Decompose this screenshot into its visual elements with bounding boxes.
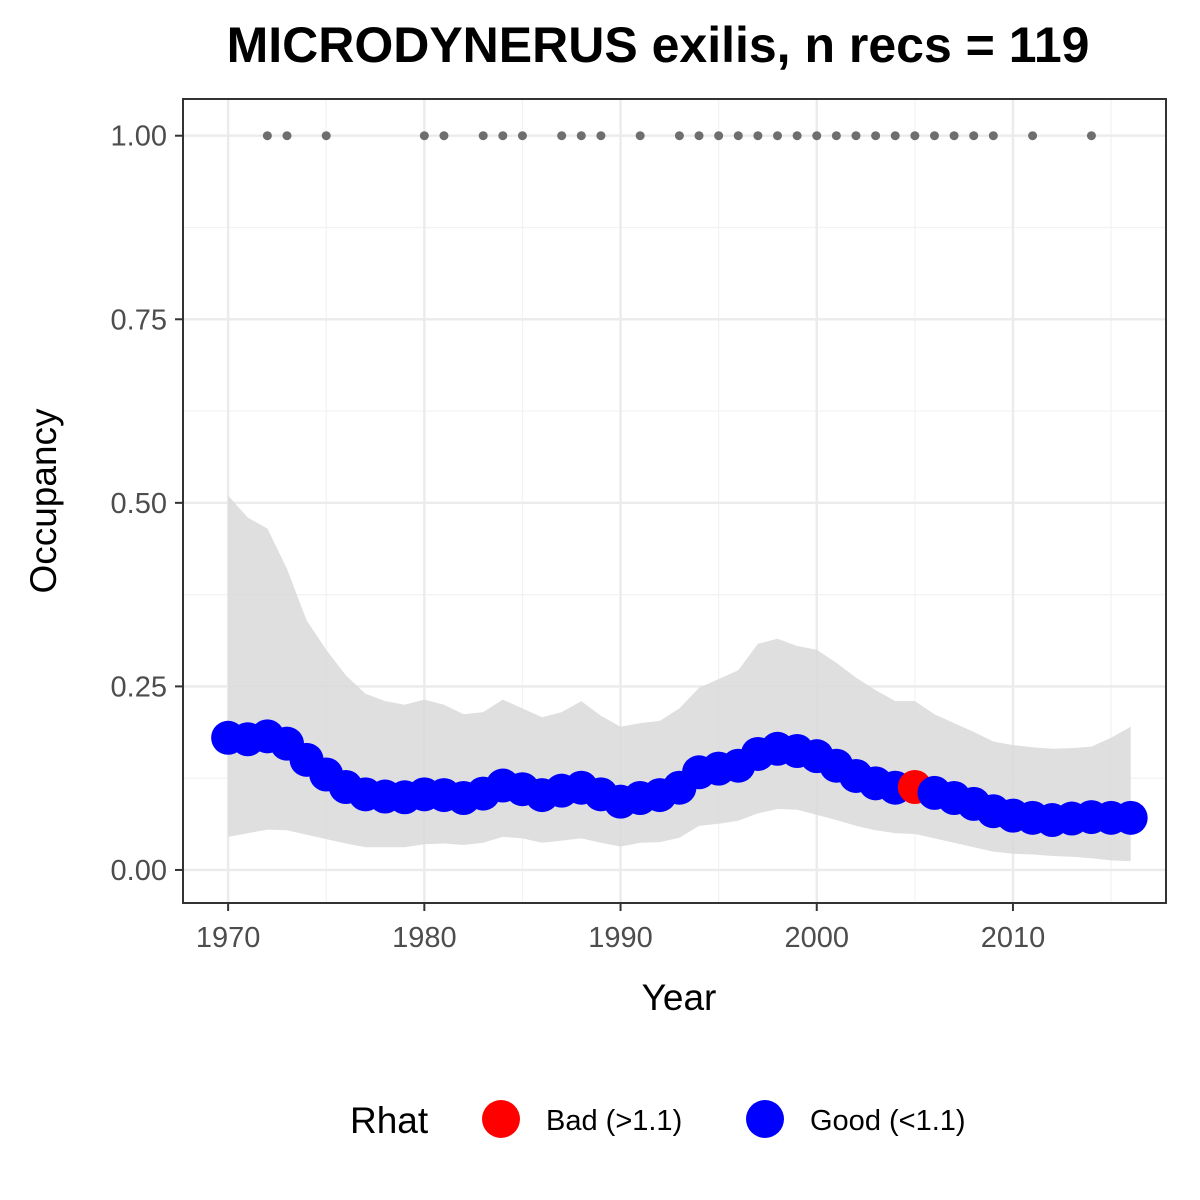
x-tick-label: 1990 [588,922,653,954]
record-point [851,131,861,141]
record-point [949,131,959,141]
record-point [871,131,881,141]
x-tick-label: 2010 [981,922,1046,954]
record-point [1028,131,1038,141]
record-point [576,131,586,141]
record-point [890,131,900,141]
x-tick-label: 1970 [196,922,261,954]
record-point [262,131,272,141]
record-point [478,131,488,141]
record-point [792,131,802,141]
legend: Rhat Bad (>1.1) Good (<1.1) [350,1100,966,1141]
mean-occupancy-points [211,719,1148,838]
record-point [773,131,783,141]
record-point [674,131,684,141]
legend-bad-label: Bad (>1.1) [546,1105,682,1137]
record-point [321,131,331,141]
plot-panel [182,98,1167,904]
legend-good-label: Good (<1.1) [810,1105,966,1137]
x-axis-title: Year [642,977,717,1018]
y-axis: 0.00 0.25 0.50 0.75 1.00 [111,121,183,887]
x-tick-label: 2000 [784,922,849,954]
record-point [694,131,704,141]
record-point [635,131,645,141]
record-point [831,131,841,141]
record-point [517,131,527,141]
legend-title: Rhat [350,1100,429,1141]
record-point [498,131,508,141]
y-axis-title: Occupancy [23,408,64,594]
plot-border [182,98,1167,904]
chart-title: MICRODYNERUS exilis, n recs = 119 [227,17,1090,73]
record-point [988,131,998,141]
y-tick-label: 0.00 [111,855,167,887]
record-point [439,131,449,141]
record-point [910,131,920,141]
record-points [262,131,1096,141]
record-point [557,131,567,141]
y-tick-label: 0.50 [111,488,167,520]
record-point [419,131,429,141]
record-point [929,131,939,141]
y-tick-label: 1.00 [111,121,167,153]
x-axis: 1970 1980 1990 2000 2010 [196,903,1045,954]
y-tick-label: 0.75 [111,304,167,336]
record-point [733,131,743,141]
y-tick-label: 0.25 [111,671,167,703]
mean-point-good [1113,800,1148,835]
record-point [753,131,763,141]
record-point [812,131,822,141]
record-point [714,131,724,141]
record-point [1086,131,1096,141]
legend-good-marker [746,1100,784,1138]
record-point [969,131,979,141]
record-point [282,131,292,141]
legend-bad-marker [482,1100,520,1138]
record-point [596,131,606,141]
confidence-ribbon [228,495,1131,862]
x-tick-label: 1980 [392,922,457,954]
